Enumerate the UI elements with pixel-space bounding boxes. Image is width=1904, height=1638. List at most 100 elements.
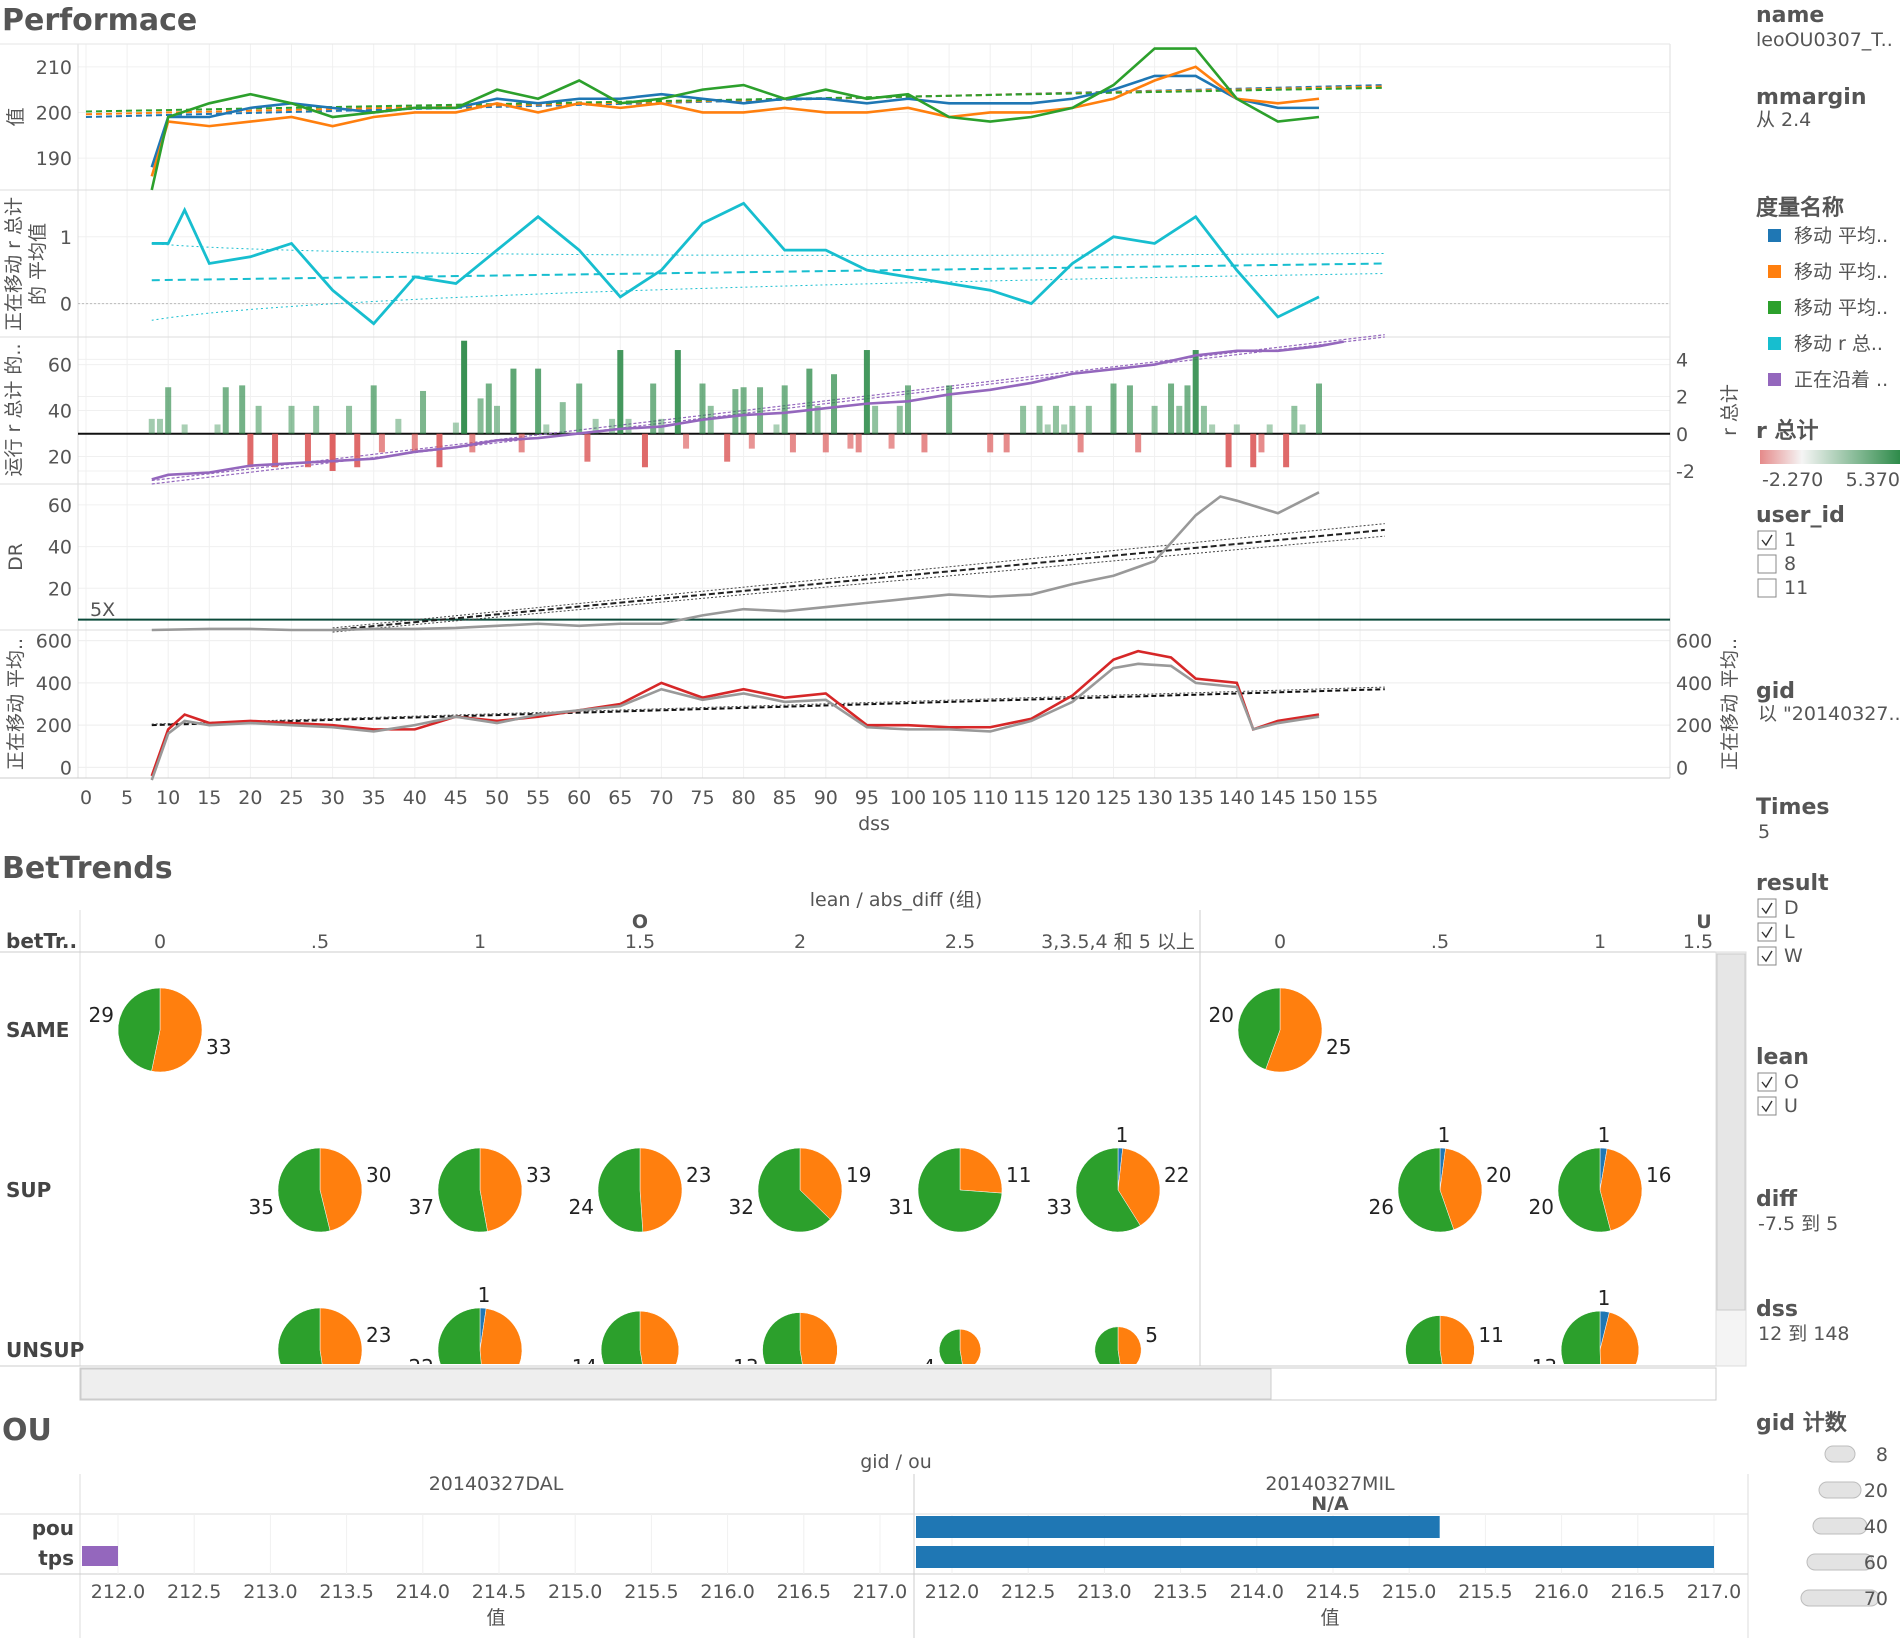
pie-slice-orange [799, 1312, 838, 1364]
rtotal-bar [518, 433, 525, 453]
filter-checkbox[interactable] [1757, 1096, 1777, 1116]
rtotal-bar [1036, 405, 1043, 434]
rtotal-bar [617, 350, 624, 434]
x-tick-label: 140 [1219, 787, 1255, 809]
rtotal-bar [1020, 405, 1027, 434]
rtotal-bar [378, 433, 385, 453]
pie-label-green: 24 [569, 1195, 594, 1219]
filter-checkbox[interactable] [1757, 898, 1777, 918]
col-header-o: 2 [794, 931, 806, 953]
x-tick-label: 125 [1095, 787, 1131, 809]
pie-same [1237, 987, 1323, 1073]
times-filter-value[interactable]: 5 [1758, 821, 1770, 843]
ou-tick-label: 212.5 [167, 1581, 221, 1603]
rtotal-bar [1184, 385, 1191, 434]
bettrends-vscroll-thumb[interactable] [1716, 953, 1746, 1311]
name-filter-value[interactable]: leoOU0307_T.. [1756, 29, 1893, 51]
x-tick-label: 90 [814, 787, 838, 809]
x-tick-label: 55 [526, 787, 550, 809]
rtotal-bar [543, 424, 550, 434]
pie-sup [1075, 1147, 1161, 1233]
pie-slice-orange [639, 1147, 683, 1233]
ou-xlabel-right: 值 [1320, 1607, 1339, 1629]
x-tick-label: 75 [690, 787, 714, 809]
filter-option-label: 1 [1784, 529, 1796, 551]
legend-sidebar: name leoOU0307_T.. mmargin 从 2.4 度量名称 移动… [1756, 3, 1901, 1610]
ou-tick-label: 216.5 [777, 1581, 831, 1603]
pie-slice-orange [959, 1147, 1003, 1194]
ou-row-tps: tps [38, 1546, 74, 1570]
row-label-same: SAME [6, 1018, 69, 1042]
filter-checkbox[interactable] [1757, 530, 1777, 550]
pie-label-orange: 23 [366, 1323, 391, 1347]
bettrends-title: BetTrends [2, 851, 173, 886]
x-tick-label: 120 [1054, 787, 1090, 809]
filter-checkbox[interactable] [1757, 922, 1777, 942]
rtotal-bar [1077, 433, 1084, 453]
pie-unsup [277, 1307, 363, 1364]
rtotal-bar [1250, 433, 1257, 468]
x-tick-label: 40 [403, 787, 427, 809]
rtotal-bar [1209, 424, 1216, 434]
ou-tick-label: 216.5 [1611, 1581, 1665, 1603]
pie-slice-green [1397, 1147, 1455, 1233]
measure-legend-items: 移动 平均.. 移动 平均.. 移动 平均.. 移动 r 总.. 正在沿着 .. [1768, 225, 1888, 391]
y-tick-label: 200 [36, 715, 72, 737]
rtotal-bar [625, 418, 632, 434]
rtotal-bar [789, 433, 796, 453]
rtotal-bar [239, 385, 246, 434]
ou-tick-label: 215.0 [1382, 1581, 1436, 1603]
y-tick-label: 200 [36, 102, 72, 124]
dss-filter-value[interactable]: 12 到 148 [1758, 1323, 1850, 1345]
ou-tick-label: 214.5 [472, 1581, 526, 1603]
pie-sup [437, 1147, 523, 1233]
rtotal-bar [485, 383, 492, 434]
mmargin-filter-value[interactable]: 从 2.4 [1756, 109, 1811, 131]
ou-tick-label: 216.0 [1534, 1581, 1588, 1603]
gidcount-size-swatch [1818, 1481, 1862, 1499]
measure-label: 正在沿着 .. [1794, 369, 1888, 391]
y-tick-label: 0 [1676, 424, 1688, 446]
rtotal-bar [510, 368, 517, 434]
rtotal-bar [436, 433, 443, 468]
rtotal-bar [370, 385, 377, 434]
running-rtotal-line [151, 340, 1344, 481]
ou-frame [0, 1474, 1749, 1638]
rtotal-bar [576, 383, 583, 434]
filter-checkbox[interactable] [1757, 554, 1777, 574]
rtotal-bar [1110, 383, 1117, 434]
rtotal-bar [1192, 350, 1199, 434]
filter-checkbox[interactable] [1757, 946, 1777, 966]
gid-filter-value[interactable]: 以 "20140327.. [1758, 703, 1901, 725]
bettrends-hscroll-thumb[interactable] [80, 1368, 1272, 1400]
rtotal-bar [329, 433, 336, 471]
filter-checkbox[interactable] [1757, 1072, 1777, 1092]
checkmark-icon [1761, 534, 1773, 547]
rtotal-bar [255, 405, 262, 434]
col-header-u: .5 [1431, 931, 1449, 953]
measure-label: 移动 平均.. [1794, 225, 1888, 247]
cyan-trend [151, 262, 1385, 282]
x-tick-label: 85 [773, 787, 797, 809]
rtotal-bar [806, 368, 813, 434]
lean-filter-items: OU [1757, 1071, 1799, 1117]
x-tick-label: 105 [931, 787, 967, 809]
diff-filter-value[interactable]: -7.5 到 5 [1758, 1213, 1838, 1235]
ou-xlabel-left: 值 [486, 1607, 505, 1629]
rtotal-bar [773, 424, 780, 434]
checkmark-icon [1761, 950, 1773, 963]
moving-avg-line-1 [150, 662, 1320, 781]
rtotal-bar [272, 433, 279, 468]
y-tick-label: 4 [1676, 349, 1688, 371]
filter-checkbox[interactable] [1757, 578, 1777, 598]
filter-option-label: 8 [1784, 553, 1796, 575]
ou-row-pou: pou [32, 1516, 74, 1540]
row-label-sup: SUP [6, 1178, 51, 1202]
pie-slice-orange [319, 1307, 363, 1364]
pie-slice-orange [639, 1310, 680, 1364]
rtotal-bar [559, 402, 566, 434]
pie-slice-orange [1439, 1148, 1483, 1230]
x-tick-label: 15 [197, 787, 221, 809]
